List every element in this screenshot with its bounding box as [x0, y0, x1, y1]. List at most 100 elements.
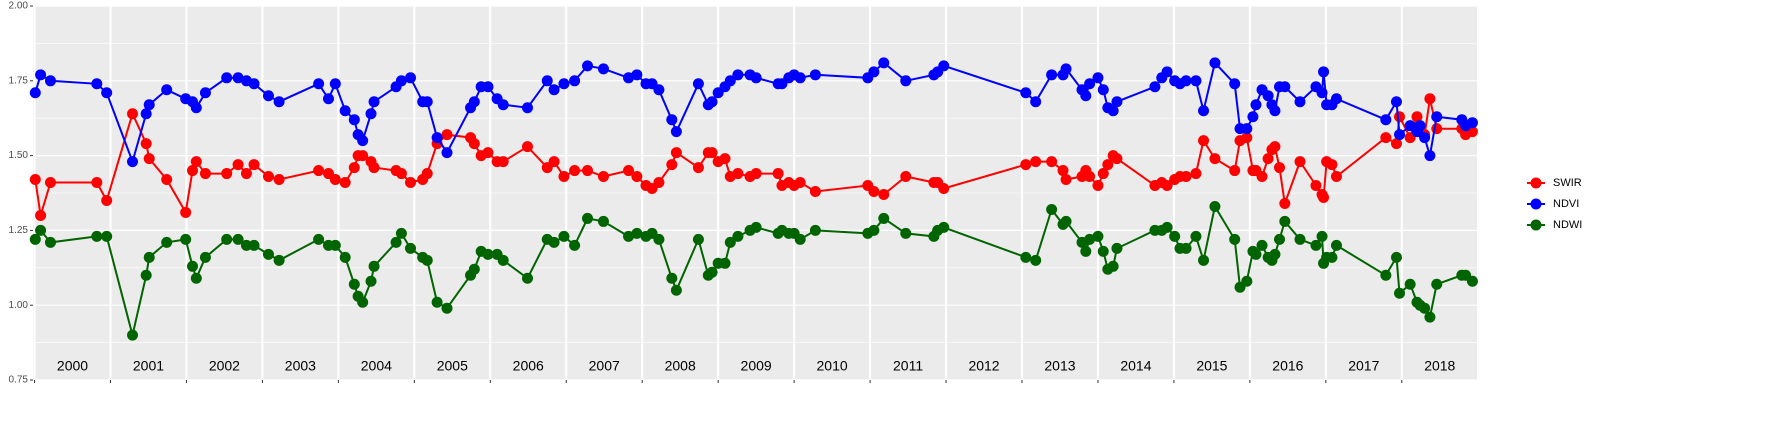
data-point — [143, 99, 155, 111]
data-point — [240, 168, 252, 180]
data-point — [187, 165, 199, 177]
data-point — [1198, 105, 1210, 117]
data-point — [1279, 81, 1291, 93]
data-point — [482, 147, 494, 159]
data-point — [1269, 141, 1281, 153]
data-point — [1057, 165, 1069, 177]
data-point — [1318, 66, 1330, 78]
data-point — [497, 156, 509, 168]
legend-key-point — [1530, 219, 1542, 231]
data-point — [161, 84, 173, 96]
data-point — [666, 159, 678, 171]
data-point — [582, 165, 594, 177]
data-point — [1414, 120, 1426, 132]
data-point — [1209, 153, 1221, 165]
data-point — [431, 132, 443, 144]
data-point — [623, 230, 635, 242]
data-point — [101, 230, 113, 242]
data-point — [91, 230, 103, 242]
data-point — [692, 233, 704, 245]
y-tick-label: 1.25 — [9, 225, 29, 236]
x-tick-label: 2010 — [817, 358, 848, 374]
data-point — [35, 209, 47, 221]
data-point — [1247, 111, 1259, 123]
data-point — [1310, 180, 1322, 192]
data-point — [631, 69, 643, 81]
data-point — [1020, 251, 1032, 263]
data-point — [1431, 278, 1443, 290]
data-point — [1431, 111, 1443, 123]
data-point — [497, 99, 509, 111]
data-point — [1390, 96, 1402, 108]
data-point — [719, 257, 731, 269]
data-point — [1394, 111, 1406, 123]
data-point — [1394, 287, 1406, 299]
data-point — [1180, 171, 1192, 183]
data-point — [29, 87, 41, 99]
data-point — [1084, 171, 1096, 183]
data-point — [313, 78, 325, 90]
data-point — [441, 129, 453, 141]
data-point — [1092, 72, 1104, 84]
data-point — [1149, 81, 1161, 93]
data-point — [248, 159, 260, 171]
data-point — [732, 168, 744, 180]
data-point — [868, 186, 880, 198]
data-point — [44, 177, 56, 189]
data-point — [405, 72, 417, 84]
data-point — [1326, 251, 1338, 263]
data-point — [692, 78, 704, 90]
data-point — [1198, 135, 1210, 147]
y-tick-label: 1.75 — [9, 75, 29, 86]
x-tick-label: 2015 — [1196, 358, 1227, 374]
data-point — [339, 105, 351, 117]
x-tick-label: 2012 — [968, 358, 999, 374]
data-point — [190, 102, 202, 114]
data-point — [1084, 78, 1096, 90]
data-point — [1097, 168, 1109, 180]
data-point — [597, 63, 609, 75]
legend-label: NDWI — [1553, 219, 1582, 231]
data-point — [421, 96, 433, 108]
data-point — [29, 174, 41, 186]
data-point — [1424, 311, 1436, 323]
data-point — [653, 84, 665, 96]
data-point — [1161, 221, 1173, 233]
data-point — [395, 75, 407, 87]
data-point — [1161, 66, 1173, 78]
data-point — [569, 75, 581, 87]
data-point — [1424, 150, 1436, 162]
data-point — [692, 162, 704, 174]
data-point — [190, 156, 202, 168]
data-point — [187, 260, 199, 272]
data-point — [1046, 203, 1058, 215]
data-point — [1380, 269, 1392, 281]
data-point — [390, 236, 402, 248]
data-point — [140, 269, 152, 281]
data-point — [1256, 171, 1268, 183]
data-point — [719, 153, 731, 165]
data-point — [348, 278, 360, 290]
data-point — [91, 177, 103, 189]
data-point — [1274, 233, 1286, 245]
data-point — [1060, 174, 1072, 186]
data-point — [1380, 114, 1392, 126]
data-point — [1411, 111, 1423, 123]
data-point — [868, 224, 880, 236]
data-point — [29, 233, 41, 245]
data-point — [1269, 248, 1281, 260]
data-point — [1326, 159, 1338, 171]
x-tick-label: 2000 — [57, 358, 88, 374]
data-point — [794, 177, 806, 189]
data-point — [143, 153, 155, 165]
data-point — [1390, 251, 1402, 263]
data-point — [1092, 230, 1104, 242]
data-point — [232, 233, 244, 245]
data-point — [273, 96, 285, 108]
data-point — [809, 69, 821, 81]
data-point — [497, 254, 509, 266]
data-point — [421, 254, 433, 266]
data-point — [706, 96, 718, 108]
data-point — [348, 162, 360, 174]
data-point — [653, 233, 665, 245]
